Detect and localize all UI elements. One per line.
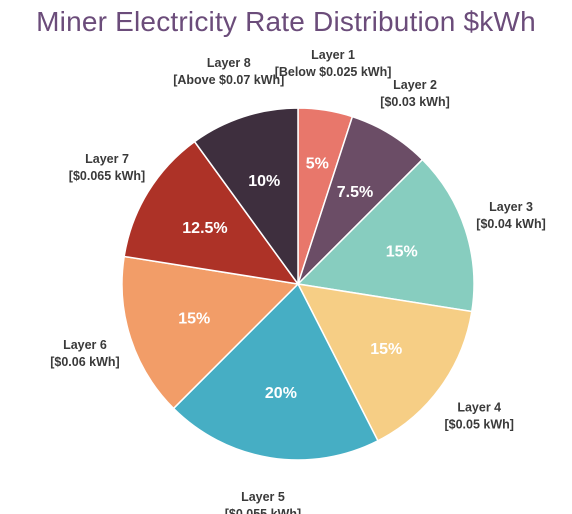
category-label-3: Layer 3 [$0.04 kWh] xyxy=(476,200,545,231)
slice-value-label-4: 15% xyxy=(370,341,402,358)
category-label-1: Layer 1 [Below $0.025 kWh] xyxy=(275,48,392,79)
slice-value-label-8: 10% xyxy=(248,173,280,190)
pie-slice-layer-7 xyxy=(123,140,300,286)
pie-slice-layer-3 xyxy=(296,158,475,313)
category-range-4: [$0.05 kWh] xyxy=(444,418,513,432)
category-label-7: Layer 7 [$0.065 kWh] xyxy=(69,152,145,183)
category-range-5: [$0.055 kWh] xyxy=(225,507,301,514)
category-range-1: [Below $0.025 kWh] xyxy=(275,65,392,79)
category-range-2: [$0.03 kWh] xyxy=(380,95,449,109)
category-name-4: Layer 4 xyxy=(457,401,501,415)
category-range-6: [$0.06 kWh] xyxy=(50,355,119,369)
slice-value-label-1: 5% xyxy=(306,155,329,172)
chart-title: Miner Electricity Rate Distribution $kWh xyxy=(36,6,536,37)
slice-value-label-2: 7.5% xyxy=(337,184,373,201)
pie-slice-layer-6 xyxy=(121,255,300,410)
slice-value-label-7: 12.5% xyxy=(182,220,227,237)
category-label-4: Layer 4 [$0.05 kWh] xyxy=(444,401,513,432)
category-name-6: Layer 6 xyxy=(63,338,107,352)
category-name-1: Layer 1 xyxy=(311,48,355,62)
category-name-2: Layer 2 xyxy=(393,78,437,92)
slice-value-label-6: 15% xyxy=(178,311,210,328)
category-label-2: Layer 2 [$0.03 kWh] xyxy=(380,78,449,109)
slice-value-label-3: 15% xyxy=(386,243,418,260)
category-label-8: Layer 8 [Above $0.07 kWh] xyxy=(173,56,284,87)
category-name-5: Layer 5 xyxy=(241,490,285,504)
category-name-8: Layer 8 xyxy=(207,56,251,70)
pie-slice-layer-5 xyxy=(172,282,379,461)
category-range-8: [Above $0.07 kWh] xyxy=(173,73,284,87)
category-range-7: [$0.065 kWh] xyxy=(69,169,145,183)
category-range-3: [$0.04 kWh] xyxy=(476,217,545,231)
category-label-5: Layer 5 [$0.055 kWh] xyxy=(225,490,301,514)
slice-value-label-5: 20% xyxy=(265,385,297,402)
category-name-7: Layer 7 xyxy=(85,152,129,166)
pie-slice-layer-4 xyxy=(296,283,473,442)
category-name-3: Layer 3 xyxy=(489,200,533,214)
category-label-6: Layer 6 [$0.06 kWh] xyxy=(50,338,119,369)
pie-slice-layer-8 xyxy=(193,107,299,287)
